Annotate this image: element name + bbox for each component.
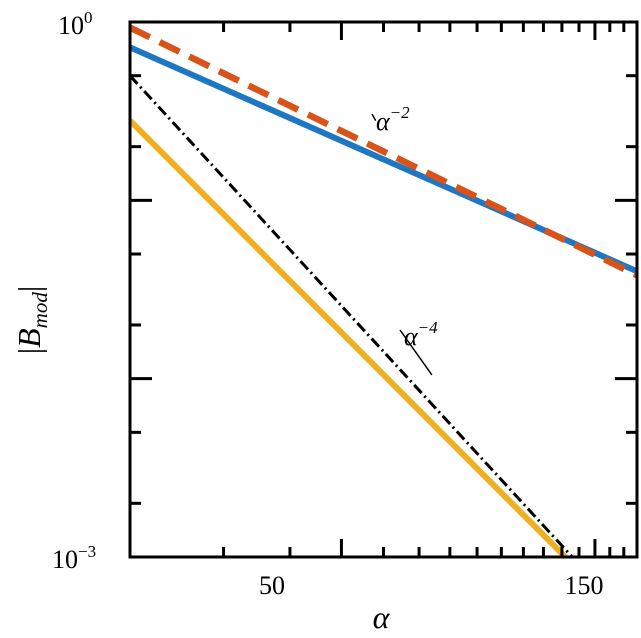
annotation-alpha-minus-4: α−4 [404, 318, 438, 351]
y-tick-exp: −3 [78, 542, 96, 561]
annotation-exp: −4 [418, 318, 438, 337]
series-layer [127, 24, 639, 560]
x-tick-label: 150 [565, 571, 604, 600]
tick-layer [130, 20, 637, 559]
y-axis-label: |Bmod| [11, 286, 52, 355]
svg-text:|Bmod|: |Bmod| [11, 286, 52, 355]
plot-frame [128, 20, 639, 559]
y-tick-base: 10 [52, 545, 78, 574]
annotation-base: α [376, 107, 391, 136]
y-tick-label: 100 [58, 8, 93, 40]
series-line-dashed-1 [128, 24, 639, 279]
series-line-dashdot-2 [128, 74, 574, 559]
y-tick-exp: 0 [84, 8, 93, 27]
annotation-leader-line [371, 113, 377, 121]
annotation-base: α [404, 322, 419, 351]
annotation-alpha-minus-2: α−2 [376, 103, 410, 136]
x-tick-label: 50 [259, 571, 285, 600]
series-line-solid-3 [127, 118, 568, 560]
leader-layer [371, 113, 433, 376]
annotation-exp: −2 [390, 103, 410, 122]
y-axis-label-sub: mod [28, 292, 52, 329]
y-tick-base: 10 [58, 11, 84, 40]
y-tick-label: 10−3 [52, 542, 96, 574]
annotation-leader-line [399, 329, 433, 376]
x-axis-label: α [373, 599, 391, 635]
y-axis-label-base: B [11, 328, 47, 348]
